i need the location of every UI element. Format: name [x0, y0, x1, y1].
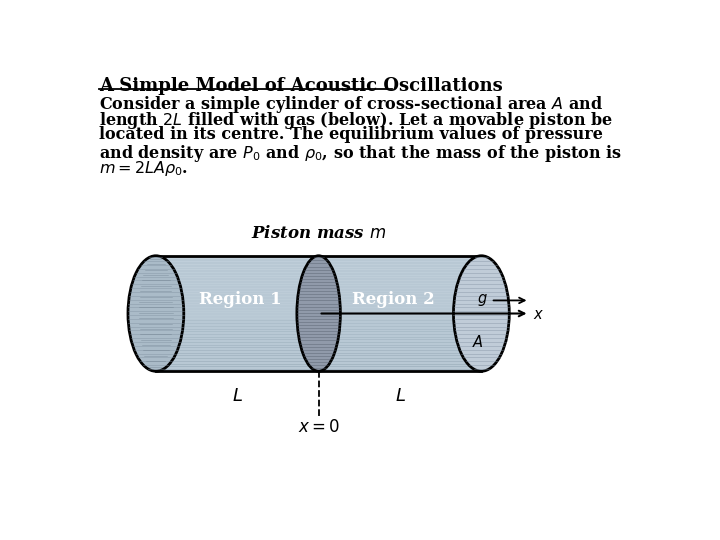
Text: $L$: $L$ [395, 387, 405, 405]
Text: Region 1: Region 1 [199, 291, 282, 308]
Ellipse shape [454, 256, 509, 372]
Text: length $2L$ filled with gas (below). Let a movable piston be: length $2L$ filled with gas (below). Let… [99, 110, 613, 131]
Text: located in its centre. The equilibrium values of pressure: located in its centre. The equilibrium v… [99, 126, 603, 144]
Text: A Simple Model of Acoustic Oscillations: A Simple Model of Acoustic Oscillations [99, 77, 503, 95]
Ellipse shape [297, 256, 341, 372]
Text: $x=0$: $x=0$ [297, 419, 340, 436]
Text: Consider a simple cylinder of cross-sectional area $A$ and: Consider a simple cylinder of cross-sect… [99, 94, 603, 115]
Text: $A$: $A$ [472, 334, 484, 350]
Text: $m = 2LA\rho_0$.: $m = 2LA\rho_0$. [99, 159, 189, 178]
Text: Piston mass $m$: Piston mass $m$ [251, 225, 386, 242]
Polygon shape [156, 256, 482, 372]
Ellipse shape [128, 256, 184, 372]
Text: and density are $P_0$ and $\rho_0$, so that the mass of the piston is: and density are $P_0$ and $\rho_0$, so t… [99, 143, 623, 164]
Text: $x$: $x$ [533, 308, 544, 322]
Text: $g$: $g$ [477, 293, 487, 308]
Text: $L$: $L$ [232, 387, 243, 405]
Text: Region 2: Region 2 [352, 291, 435, 308]
